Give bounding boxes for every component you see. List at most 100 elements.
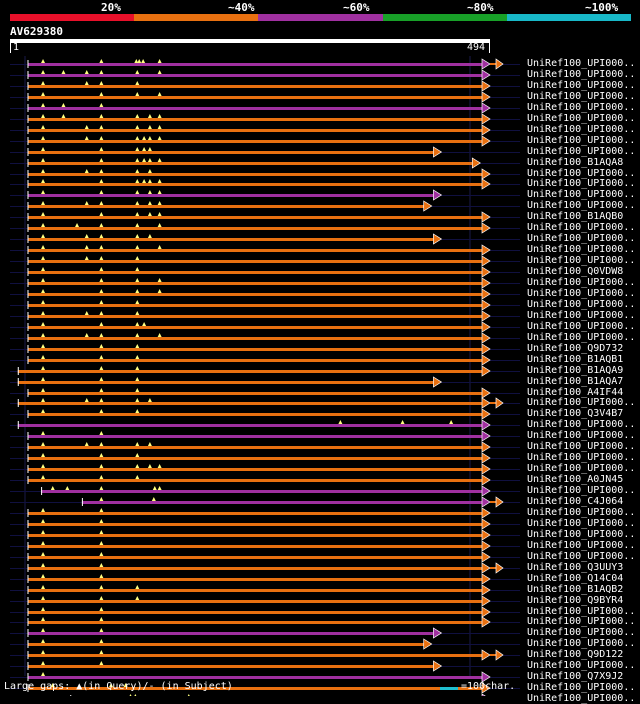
gap-marker [151,497,156,501]
gap-marker [41,530,46,534]
gap-marker [99,70,104,74]
gap-marker [99,661,104,665]
hit-name[interactable]: UniRef100_UPI000.. [527,277,636,288]
hit-end-arrow [481,211,491,223]
hit-name[interactable]: UniRef100_Q9D732 [527,343,624,354]
gap-marker [147,169,152,173]
gap-marker [99,607,104,611]
hit-name[interactable]: UniRef100_B1AQB0 [527,211,624,222]
hit-name[interactable]: UniRef100_UPI000.. [527,485,636,496]
hit-name[interactable]: UniRef100_UPI000.. [527,189,636,200]
hit-name[interactable]: UniRef100_UPI000.. [527,551,636,562]
gap-marker [99,585,104,589]
hit-name[interactable]: UniRef100_B1AQA7 [527,376,624,387]
hit-end-arrow [481,441,491,453]
hit-name[interactable]: UniRef100_UPI000.. [527,430,636,441]
hit-bar [27,194,434,197]
hit-name[interactable]: UniRef100_UPI000.. [527,529,636,540]
hit-name[interactable]: UniRef100_UPI000.. [527,397,636,408]
legend-label-3: ~60% [343,1,370,14]
gap-marker [41,639,46,643]
hit-name[interactable]: UniRef100_UPI000.. [527,616,636,627]
hit-name[interactable]: UniRef100_UPI000.. [527,168,636,179]
legend-segment-3 [258,14,384,21]
gap-marker [123,683,128,687]
hit-end-arrow [433,233,443,245]
hit-name[interactable]: UniRef100_UPI000.. [527,606,636,617]
gap-marker [147,212,152,216]
hit-name[interactable]: UniRef100_A0JN45 [527,474,624,485]
gap-marker [135,234,140,238]
gap-marker [41,114,46,118]
hit-name[interactable]: UniRef100_UPI000.. [527,113,636,124]
hit-name[interactable]: UniRef100_UPI000.. [527,244,636,255]
hit-start-tick [27,651,29,659]
hit-name[interactable]: UniRef100_B1AQA9 [527,365,624,376]
hit-name[interactable]: UniRef100_UPI000.. [527,452,636,463]
gap-marker [41,179,46,183]
hit-name[interactable]: UniRef100_UPI000.. [527,222,636,233]
hit-name[interactable]: UniRef100_Q7X9J2 [527,671,624,682]
hit-name[interactable]: UniRef100_UPI000.. [527,540,636,551]
gap-marker [41,201,46,205]
hit-name[interactable]: UniRef100_Q3V4B7 [527,408,624,419]
gap-marker [157,179,162,183]
gap-marker [157,223,162,227]
gap-marker [41,234,46,238]
hit-bar [27,74,483,77]
hit-name[interactable]: UniRef100_UPI000.. [527,693,636,704]
hit-name[interactable]: UniRef100_UPI000.. [527,627,636,638]
hit-name[interactable]: UniRef100_UPI000.. [527,507,636,518]
hit-bar [17,381,434,384]
hit-name[interactable]: UniRef100_UPI000.. [527,310,636,321]
gap-marker [99,81,104,85]
hit-bar [27,260,483,263]
hit-name[interactable]: UniRef100_UPI000.. [527,58,636,69]
hit-name[interactable]: UniRef100_UPI000.. [527,463,636,474]
gap-marker [135,355,140,359]
hit-name[interactable]: UniRef100_Q9BYR4 [527,595,624,606]
hit-name[interactable]: UniRef100_Q3UUY3 [527,562,624,573]
hit-name[interactable]: UniRef100_A4IF44 [527,387,624,398]
hit-start-tick [27,586,29,594]
hit-name[interactable]: UniRef100_UPI000.. [527,332,636,343]
hit-name[interactable]: UniRef100_UPI000.. [527,91,636,102]
gap-marker [99,300,104,304]
hit-name[interactable]: UniRef100_UPI000.. [527,518,636,529]
hit-name[interactable]: UniRef100_B1AQB2 [527,584,624,595]
hit-start-tick [27,629,29,637]
hit-name[interactable]: UniRef100_UPI000.. [527,69,636,80]
gap-marker [134,59,139,63]
gap-marker [135,596,140,600]
hit-name[interactable]: UniRef100_UPI000.. [527,321,636,332]
hit-name[interactable]: UniRef100_UPI000.. [527,419,636,430]
hit-name[interactable]: UniRef100_UPI000.. [527,135,636,146]
hit-end-arrow [481,562,491,574]
hit-name[interactable]: UniRef100_Q14C04 [527,573,624,584]
hit-name[interactable]: UniRef100_UPI000.. [527,102,636,113]
hit-name[interactable]: UniRef100_UPI000.. [527,299,636,310]
hit-name[interactable]: UniRef100_UPI000.. [527,200,636,211]
hit-name[interactable]: UniRef100_UPI000.. [527,660,636,671]
hit-name[interactable]: UniRef100_UPI000.. [527,682,636,693]
hit-name[interactable]: UniRef100_UPI000.. [527,178,636,189]
gap-marker [147,464,152,468]
hit-name[interactable]: UniRef100_Q9D122 [527,649,624,660]
hit-name[interactable]: UniRef100_C4J064 [527,496,624,507]
hit-name[interactable]: UniRef100_B1AQA8 [527,157,624,168]
hit-name[interactable]: UniRef100_UPI000.. [527,233,636,244]
gap-marker [99,212,104,216]
hit-name[interactable]: UniRef100_UPI000.. [527,255,636,266]
gap-marker [41,322,46,326]
gap-marker [99,442,104,446]
hit-end-arrow [481,58,491,70]
hit-name[interactable]: UniRef100_UPI000.. [527,288,636,299]
hit-name[interactable]: UniRef100_UPI000.. [527,124,636,135]
hit-name[interactable]: UniRef100_B1AQB1 [527,354,624,365]
hit-name[interactable]: UniRef100_Q0VDW8 [527,266,624,277]
hit-name[interactable]: UniRef100_UPI000.. [527,638,636,649]
hit-name[interactable]: UniRef100_UPI000.. [527,441,636,452]
hit-name[interactable]: UniRef100_UPI000.. [527,80,636,91]
hit-name[interactable]: UniRef100_UPI000.. [527,146,636,157]
hit-end-arrow [481,124,491,136]
